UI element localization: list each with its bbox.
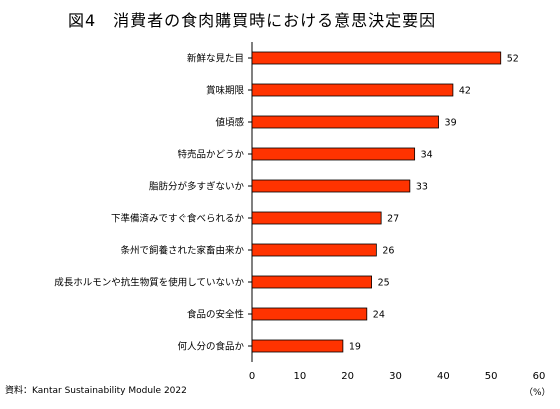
- value-label: 34: [421, 150, 433, 161]
- bar: [251, 83, 454, 97]
- category-label: 脂肪分が多すぎないか: [149, 181, 245, 193]
- category-label: 賞味期限: [206, 85, 245, 97]
- x-tick-label: 40: [437, 371, 450, 382]
- bar: [251, 211, 382, 225]
- value-label: 52: [507, 54, 519, 65]
- value-label: 33: [416, 182, 428, 193]
- bar: [251, 51, 502, 65]
- value-label: 24: [373, 310, 385, 321]
- bar: [251, 307, 368, 321]
- x-tick-label: 10: [293, 371, 306, 382]
- bar: [251, 275, 372, 289]
- category-label: 値頃感: [215, 117, 244, 129]
- source-note: 資料：Kantar Sustainability Module 2022: [5, 386, 187, 396]
- category-label: 成長ホルモンや抗生物質を使用していないか: [54, 277, 244, 289]
- value-label: 27: [387, 214, 399, 225]
- x-tick-label: 20: [341, 371, 354, 382]
- axis-unit-label: （%）: [524, 388, 551, 398]
- value-label: 26: [382, 246, 394, 257]
- bar: [251, 339, 344, 353]
- value-label: 39: [445, 118, 457, 129]
- chart-title: 図4 消費者の食肉購買時における意思決定要因: [68, 11, 437, 30]
- bar: [251, 115, 439, 129]
- category-label: 特売品かどうか: [177, 149, 244, 161]
- x-tick-label: 30: [389, 371, 402, 382]
- category-label: 新鮮な見た目: [187, 53, 244, 65]
- value-label: 19: [349, 342, 361, 353]
- bar: [251, 179, 411, 193]
- category-label: 条州で飼養された家畜由来か: [120, 245, 244, 257]
- x-tick-label: 60: [533, 371, 546, 382]
- bar: [251, 147, 416, 161]
- value-label: 25: [378, 278, 390, 289]
- bar: [251, 243, 377, 257]
- category-label: 何人分の食品か: [177, 341, 244, 353]
- x-tick-label: 50: [485, 371, 498, 382]
- value-label: 42: [459, 86, 471, 97]
- category-label: 食品の安全性: [187, 309, 245, 321]
- x-tick-label: 0: [249, 371, 255, 382]
- category-label: 下準備済みですぐ食べられるか: [111, 213, 245, 225]
